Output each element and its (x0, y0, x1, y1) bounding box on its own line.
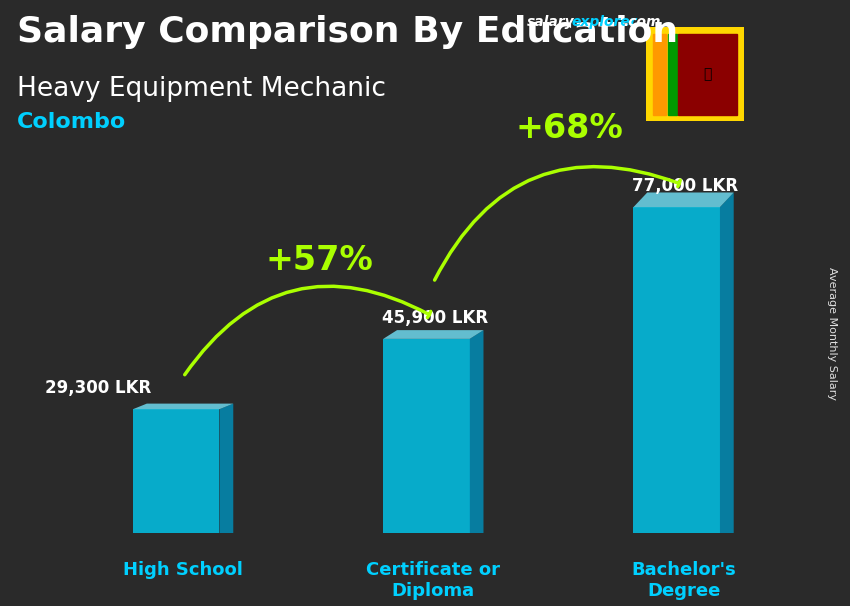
Text: 45,900 LKR: 45,900 LKR (382, 309, 488, 327)
Text: +68%: +68% (516, 112, 624, 145)
Text: Average Monthly Salary: Average Monthly Salary (827, 267, 837, 400)
Polygon shape (383, 339, 470, 533)
Text: .com: .com (623, 15, 660, 29)
Text: Colombo: Colombo (17, 112, 127, 132)
Polygon shape (219, 404, 233, 533)
Polygon shape (633, 193, 734, 207)
Polygon shape (383, 330, 484, 339)
Bar (678, 34, 737, 115)
Text: 77,000 LKR: 77,000 LKR (632, 177, 739, 195)
Bar (653, 34, 666, 115)
Text: Bachelor's
Degree: Bachelor's Degree (632, 561, 736, 601)
Bar (667, 34, 677, 115)
Polygon shape (720, 193, 734, 533)
Text: salary: salary (527, 15, 575, 29)
Polygon shape (470, 330, 484, 533)
Text: +57%: +57% (266, 244, 373, 277)
Text: 🦁: 🦁 (704, 67, 711, 81)
Text: High School: High School (123, 561, 243, 579)
Text: 29,300 LKR: 29,300 LKR (45, 379, 151, 397)
Polygon shape (633, 207, 720, 533)
Polygon shape (133, 409, 219, 533)
Polygon shape (133, 404, 233, 409)
Text: Salary Comparison By Education: Salary Comparison By Education (17, 15, 678, 49)
Text: explorer: explorer (571, 15, 637, 29)
Text: Certificate or
Diploma: Certificate or Diploma (366, 561, 501, 601)
Text: Heavy Equipment Mechanic: Heavy Equipment Mechanic (17, 76, 386, 102)
